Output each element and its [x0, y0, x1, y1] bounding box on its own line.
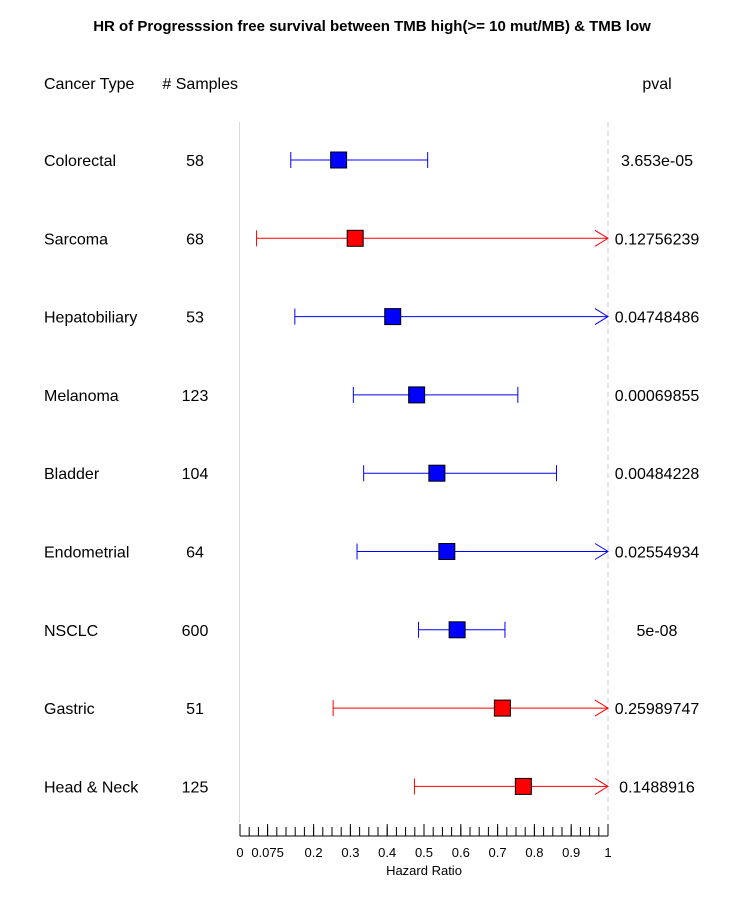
row-cancer-type: Head & Neck [44, 779, 139, 796]
row-cancer-type: NSCLC [44, 623, 98, 640]
row-pval: 0.04748486 [615, 310, 700, 327]
x-tick-label: 1 [604, 845, 611, 860]
row-samples: 58 [186, 153, 204, 170]
ci-arrow [594, 777, 609, 795]
row-samples: 53 [186, 310, 204, 327]
hr-point [384, 308, 402, 326]
row-cancer-type: Hepatobiliary [44, 310, 137, 327]
row-cancer-type: Gastric [44, 701, 95, 718]
row-pval: 5e-08 [637, 623, 678, 640]
x-tick-label: 0.6 [452, 845, 470, 860]
row-cancer-type: Colorectal [44, 153, 116, 170]
x-tick-label: 0.2 [305, 845, 323, 860]
hr-point [493, 699, 511, 717]
forest-row: Melanoma 123 0.00069855 [44, 386, 700, 405]
forest-row: Head & Neck 125 0.1488916 [44, 777, 695, 796]
x-axis-label: Hazard Ratio [386, 863, 462, 878]
forest-row: Sarcoma 68 0.12756239 [44, 229, 700, 248]
row-samples: 123 [182, 388, 209, 405]
row-pval: 0.02554934 [615, 545, 700, 562]
row-pval: 0.00069855 [615, 388, 700, 405]
ci-arrow [594, 543, 609, 560]
ci-arrow [594, 308, 609, 326]
forest-row: Hepatobiliary 53 0.04748486 [44, 308, 700, 327]
forest-rows: Colorectal 58 3.653e-05 Sarcoma 68 0.12756239… [44, 151, 700, 796]
row-pval: 0.12756239 [615, 231, 700, 248]
forest-row: NSCLC 600 5e-08 [44, 621, 678, 640]
ci-arrow [594, 229, 609, 247]
hr-point [330, 151, 348, 169]
row-cancer-type: Melanoma [44, 388, 119, 405]
row-samples: 104 [182, 466, 209, 483]
hr-point [514, 777, 532, 795]
x-tick-label: 0 [236, 845, 243, 860]
x-tick-label: 0.7 [489, 845, 507, 860]
forest-row: Bladder 104 0.00484228 [44, 464, 700, 483]
forest-row: Endometrial 64 0.02554934 [44, 543, 700, 562]
x-tick-label: 0.8 [525, 845, 543, 860]
x-tick-label: 0.4 [378, 845, 396, 860]
header-cancer-type: Cancer Type [44, 76, 135, 93]
hr-point [428, 464, 446, 482]
row-pval: 0.1488916 [619, 779, 695, 796]
row-cancer-type: Endometrial [44, 545, 129, 562]
forest-row: Colorectal 58 3.653e-05 [44, 151, 693, 170]
hr-point [438, 543, 456, 560]
x-axis: 0 0.075 0.2 0.3 0.4 0.5 0.6 0.7 0.8 0.9 1 [236, 824, 612, 860]
row-cancer-type: Sarcoma [44, 231, 108, 248]
chart-title: HR of Progresssion free survival between… [93, 18, 651, 35]
row-samples: 51 [186, 701, 204, 718]
x-tick-label: 0.075 [251, 845, 284, 860]
x-tick-label: 0.5 [415, 845, 433, 860]
x-tick-label: 0.9 [562, 845, 580, 860]
hr-point [408, 386, 426, 404]
row-cancer-type: Bladder [44, 466, 100, 483]
row-pval: 3.653e-05 [621, 153, 693, 170]
forest-row: Gastric 51 0.25989747 [44, 699, 700, 718]
row-pval: 0.00484228 [615, 466, 700, 483]
hr-point [448, 621, 466, 639]
row-samples: 64 [186, 545, 204, 562]
row-samples: 600 [182, 623, 209, 640]
x-tick-label: 0.3 [341, 845, 359, 860]
header-samples: # Samples [162, 76, 238, 93]
header-pval: pval [642, 76, 671, 93]
row-pval: 0.25989747 [615, 701, 700, 718]
hr-point [346, 229, 364, 247]
ci-arrow [594, 699, 609, 717]
row-samples: 68 [186, 231, 204, 248]
row-samples: 125 [182, 779, 209, 796]
